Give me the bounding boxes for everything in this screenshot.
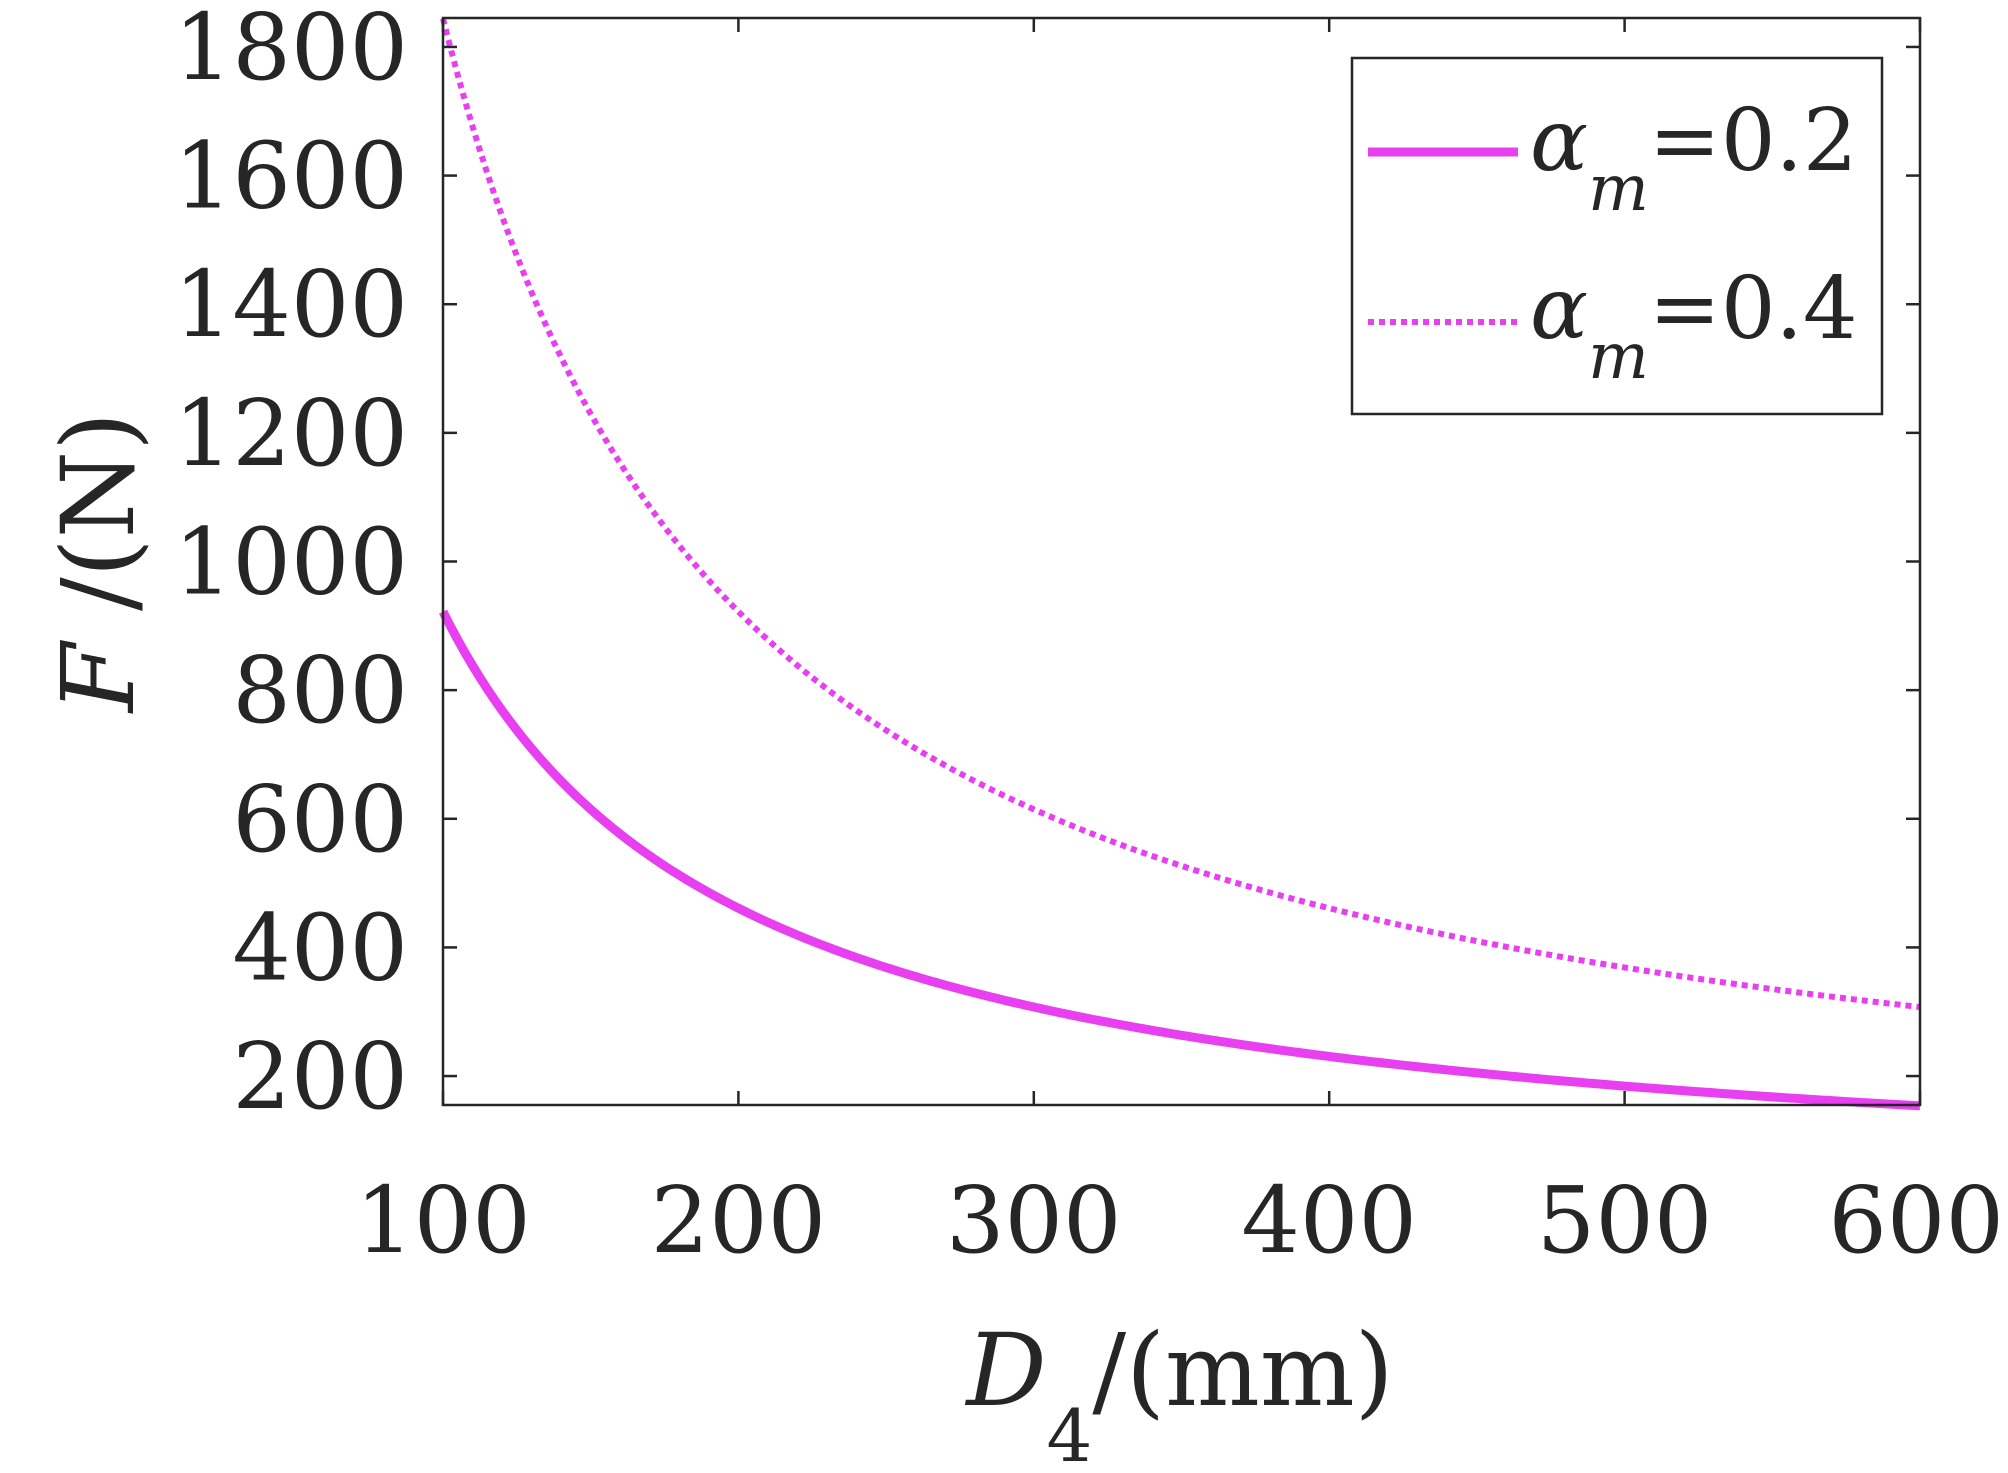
legend-label-series-2: αm=0.4	[1530, 259, 1858, 394]
series-layer	[438, 17, 1921, 1111]
series-line-2	[440, 17, 1921, 1011]
y-tick-label-1200: 1200	[174, 380, 408, 487]
y-tick-label-1400: 1400	[174, 251, 408, 358]
legend-box	[1350, 56, 1884, 416]
y-tick-label-1800: 1800	[174, 0, 408, 101]
x-tick-label-600: 600	[1828, 1167, 2004, 1274]
y-tick-label-400: 400	[232, 894, 408, 1001]
y-tick-label-200: 200	[232, 1023, 408, 1130]
x-axis-title: D4/(mm)	[964, 1312, 1393, 1473]
x-tick-label-200: 200	[651, 1167, 827, 1274]
x-axis-symbol: D	[964, 1312, 1046, 1429]
y-axis-title: F /(N)	[40, 412, 157, 714]
x-tick-label-100: 100	[355, 1167, 531, 1274]
series-line-1	[438, 609, 1921, 1111]
legend-label-series-1: αm=0.2	[1530, 91, 1858, 226]
x-tick-label-500: 500	[1537, 1167, 1713, 1274]
legend-symbol-series-1: α	[1530, 91, 1588, 191]
legend-subscript-series-1: m	[1588, 152, 1649, 226]
x-axis-subscript: 4	[1047, 1394, 1093, 1473]
x-tick-label-300: 300	[946, 1167, 1122, 1274]
legend-value-series-1: =0.2	[1649, 91, 1858, 191]
x-tick-label-400: 400	[1241, 1167, 1417, 1274]
x-axis-unit: /(mm)	[1092, 1312, 1393, 1429]
y-tick-label-600: 600	[232, 766, 408, 873]
legend-value-series-2: =0.4	[1649, 259, 1858, 359]
y-tick-label-1000: 1000	[174, 509, 408, 616]
y-tick-label-800: 800	[232, 637, 408, 744]
ticks-layer: 100 200 300 400 500 600 200 400 600 800 1000 1200 14…	[174, 0, 2004, 1274]
legend-subscript-series-2: m	[1588, 320, 1649, 394]
y-axis-symbol: F	[40, 639, 157, 714]
y-tick-label-1600: 1600	[174, 123, 408, 230]
legend: αm=0.2 αm=0.4	[1350, 56, 1884, 416]
y-axis-unit: /(N)	[40, 412, 157, 643]
legend-symbol-series-2: α	[1530, 259, 1588, 359]
